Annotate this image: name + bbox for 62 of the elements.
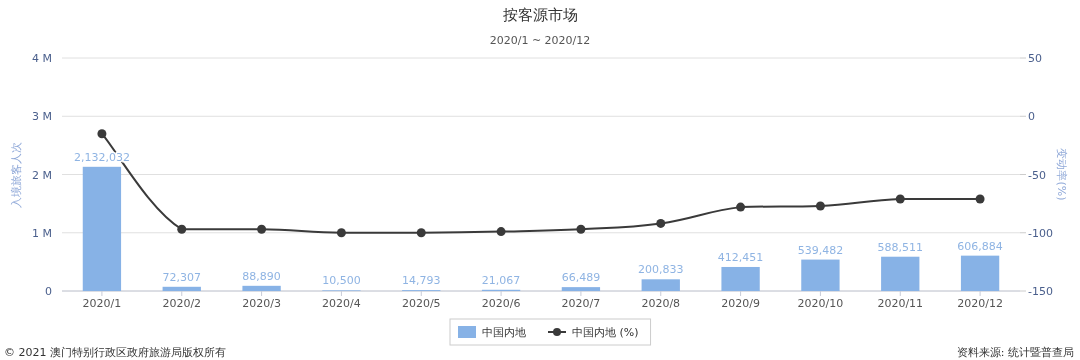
y-tick-label: 1 M — [32, 226, 52, 240]
x-tick-label: 2020/8 — [641, 297, 681, 310]
y2-tick-label: -150 — [1028, 285, 1053, 298]
data-label: 412,451 — [717, 250, 764, 264]
x-tick-label: 2020/1 — [82, 297, 122, 310]
text: 资料来源: 统计暨普查局 — [956, 346, 1074, 359]
point — [736, 202, 746, 212]
legend-label: 中国内地 — [482, 326, 526, 339]
point — [496, 227, 506, 237]
bar — [960, 255, 1000, 291]
x-tick-label: 2020/7 — [561, 297, 601, 310]
bar — [881, 256, 920, 291]
data-label: 200,833 — [638, 263, 684, 277]
point — [656, 218, 666, 228]
data-label: 588,511 — [877, 240, 923, 254]
x-tick-label: 2020/9 — [721, 297, 760, 310]
point — [97, 129, 107, 139]
y-tick-label: 2 M — [32, 168, 52, 182]
y2-tick-label: 0 — [1028, 110, 1035, 124]
x-tick-label: 2020/5 — [401, 297, 441, 310]
data-label: 21,067 — [481, 273, 521, 287]
bar — [641, 279, 680, 291]
data-label: 10,500 — [322, 274, 361, 288]
x-tick-label: 2020/3 — [242, 297, 281, 310]
point — [177, 224, 187, 234]
data-label: 72,307 — [162, 270, 201, 284]
point — [815, 201, 825, 211]
x-tick-label: 2020/11 — [877, 297, 924, 310]
x-tick-label: 2020/2 — [162, 297, 202, 310]
y2-tick-label: -100 — [1028, 226, 1053, 240]
bar — [82, 166, 122, 291]
data-label: 14,793 — [402, 274, 441, 288]
x-tick-label: 2020/6 — [481, 297, 521, 310]
bar — [561, 287, 601, 291]
x-tick-label: 2020/12 — [957, 297, 1003, 310]
chart-subtitle: 2020/1 ~ 2020/12 — [489, 34, 591, 47]
data-label: 606,884 — [957, 239, 1003, 253]
chart-title: 按客源市场 — [502, 6, 578, 24]
bar — [162, 286, 201, 291]
bar — [721, 266, 760, 291]
legend-label: 中国内地 (%) — [572, 326, 639, 339]
bar — [242, 285, 281, 291]
point — [895, 194, 905, 204]
point — [416, 228, 426, 238]
point — [975, 194, 985, 204]
y2-tick-label: -50 — [1028, 168, 1046, 182]
point — [336, 228, 346, 238]
data-label: 88,890 — [242, 269, 281, 283]
y-axis-title: 入境旅客人次 — [10, 141, 23, 208]
y-tick-label: 4 M — [32, 52, 52, 65]
data-label: 539,482 — [797, 243, 844, 257]
point — [257, 224, 267, 234]
y2-tick-label: 50 — [1028, 52, 1042, 65]
bar — [801, 259, 840, 291]
text: © 2021 澳门特别行政区政府旅游局版权所有 — [4, 346, 226, 359]
x-tick-label: 2020/4 — [322, 297, 361, 310]
y-tick-label: 3 M — [32, 110, 52, 124]
point — [576, 224, 586, 234]
y2-axis-title: 变动率(%) — [1055, 148, 1068, 201]
data-label: 66,489 — [561, 271, 601, 285]
y-tick-label: 0 — [45, 285, 52, 298]
x-tick-label: 2020/10 — [797, 297, 844, 310]
